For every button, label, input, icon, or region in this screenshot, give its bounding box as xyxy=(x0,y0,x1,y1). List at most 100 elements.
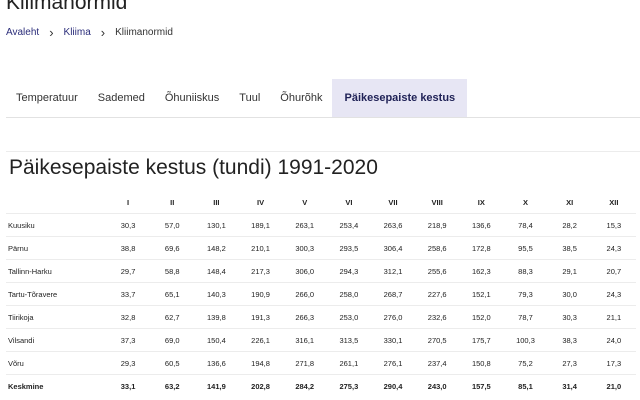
value-cell: 276,1 xyxy=(370,351,416,375)
value-cell: 38,5 xyxy=(547,236,592,260)
value-cell: 58,8 xyxy=(150,259,195,283)
value-cell: 148,2 xyxy=(194,236,239,260)
value-cell: 136,6 xyxy=(459,213,504,237)
value-cell: 28,2 xyxy=(547,213,592,237)
value-cell: 253,0 xyxy=(326,305,371,329)
value-cell: 313,5 xyxy=(326,328,371,352)
value-cell: 37,3 xyxy=(106,328,151,352)
value-cell: 150,8 xyxy=(459,351,504,375)
tab-paikesepaiste-kestus[interactable]: Päikesepaiste kestus xyxy=(332,79,468,117)
value-cell: 263,1 xyxy=(282,213,327,237)
value-cell: 258,0 xyxy=(326,282,371,306)
tab-divider xyxy=(6,117,640,118)
value-cell: 79,3 xyxy=(503,282,548,306)
table-title: Päikesepaiste kestus (tundi) 1991-2020 xyxy=(9,156,378,179)
table-row: Vilsandi 37,3 69,0 150,4 226,1 316,1 313,5 330,… xyxy=(6,328,636,352)
value-cell: 316,1 xyxy=(282,328,327,352)
value-cell: 290,4 xyxy=(370,374,416,397)
value-cell: 157,5 xyxy=(459,374,504,397)
value-cell: 312,1 xyxy=(370,259,416,283)
value-cell: 150,4 xyxy=(194,328,239,352)
station-name-cell: Võru xyxy=(6,351,106,375)
station-name-cell: Vilsandi xyxy=(6,328,106,352)
value-cell: 69,0 xyxy=(150,328,195,352)
column-header: I xyxy=(127,197,130,207)
value-cell: 175,7 xyxy=(459,328,504,352)
tab-ohurohk[interactable]: Õhurõhk xyxy=(280,92,323,104)
value-cell: 152,1 xyxy=(459,282,504,306)
value-cell: 62,7 xyxy=(150,305,195,329)
table-row: Tartu-Tõravere 33,7 65,1 140,3 190,9 266,0 258… xyxy=(6,282,636,306)
value-cell: 136,6 xyxy=(194,351,239,375)
value-cell: 217,3 xyxy=(238,259,283,283)
value-cell: 69,6 xyxy=(150,236,195,260)
value-cell: 266,3 xyxy=(282,305,327,329)
tab-sademed[interactable]: Sademed xyxy=(97,92,145,104)
value-cell: 306,0 xyxy=(282,259,327,283)
breadcrumb-home-link[interactable]: Avaleht xyxy=(6,27,40,38)
value-cell: 191,3 xyxy=(238,305,283,329)
column-header: IX xyxy=(477,197,485,207)
value-cell: 276,0 xyxy=(370,305,416,329)
value-cell: 24,3 xyxy=(591,236,636,260)
value-cell: 30,3 xyxy=(547,305,592,329)
value-cell: 63,2 xyxy=(150,374,195,397)
value-cell: 255,6 xyxy=(415,259,460,283)
value-cell: 271,8 xyxy=(282,351,327,375)
value-cell: 141,9 xyxy=(194,374,239,397)
column-header xyxy=(6,191,106,214)
value-cell: 218,9 xyxy=(415,213,460,237)
value-cell: 24,0 xyxy=(591,328,636,352)
value-cell: 21,1 xyxy=(591,305,636,329)
value-cell: 210,1 xyxy=(238,236,283,260)
value-cell: 139,8 xyxy=(194,305,239,329)
value-cell: 148,4 xyxy=(194,259,239,283)
tab-ohuniiskus[interactable]: Õhuniiskus xyxy=(164,92,220,104)
value-cell: 232,6 xyxy=(415,305,460,329)
value-cell: 270,5 xyxy=(415,328,460,352)
tab-tuul[interactable]: Tuul xyxy=(239,92,261,104)
value-cell: 33,1 xyxy=(106,374,151,397)
station-name-cell: Tallinn-Harku xyxy=(6,259,106,283)
station-name-cell: Tartu-Tõravere xyxy=(6,282,106,306)
value-cell: 95,5 xyxy=(503,236,548,260)
column-header: V xyxy=(302,197,308,207)
value-cell: 300,3 xyxy=(282,236,327,260)
table-total-row: Keskmine 33,1 63,2 141,9 202,8 284,2 275,3 290,… xyxy=(6,374,636,397)
value-cell: 253,4 xyxy=(326,213,371,237)
value-cell: 88,3 xyxy=(503,259,548,283)
column-header: X xyxy=(522,197,528,207)
value-cell: 24,3 xyxy=(591,282,636,306)
value-cell: 275,3 xyxy=(326,374,371,397)
column-header: II xyxy=(170,197,175,207)
value-cell: 29,3 xyxy=(106,351,151,375)
table-header-row: I II III IV V VI VII VIII IX X XI XII xyxy=(6,191,636,214)
tab-temperatuur[interactable]: Temperatuur xyxy=(16,92,78,104)
table-row: Kuusiku 30,3 57,0 130,1 189,1 263,1 253,4 263,6… xyxy=(6,213,636,237)
value-cell: 261,1 xyxy=(326,351,371,375)
page-title: Kliimanormid xyxy=(6,0,128,14)
value-cell: 57,0 xyxy=(150,213,195,237)
value-cell: 60,5 xyxy=(150,351,195,375)
breadcrumb: Avaleht › Kliima › Kliimanormid xyxy=(6,26,173,39)
column-header: XI xyxy=(566,197,574,207)
value-cell: 306,4 xyxy=(370,236,416,260)
value-cell: 237,4 xyxy=(415,351,460,375)
value-cell: 266,0 xyxy=(282,282,327,306)
value-cell: 17,3 xyxy=(591,351,636,375)
column-header: IV xyxy=(257,197,265,207)
column-header: VII xyxy=(388,197,398,207)
value-cell: 330,1 xyxy=(370,328,416,352)
value-cell: 33,7 xyxy=(106,282,151,306)
value-cell: 189,1 xyxy=(238,213,283,237)
value-cell: 38,8 xyxy=(106,236,151,260)
column-header: XII xyxy=(609,197,619,207)
value-cell: 268,7 xyxy=(370,282,416,306)
value-cell: 100,3 xyxy=(503,328,548,352)
breadcrumb-kliima-link[interactable]: Kliima xyxy=(63,27,91,38)
value-cell: 226,1 xyxy=(238,328,283,352)
value-cell: 78,4 xyxy=(503,213,548,237)
value-cell: 202,8 xyxy=(238,374,283,397)
value-cell: 130,1 xyxy=(194,213,239,237)
column-header: VIII xyxy=(431,197,443,207)
